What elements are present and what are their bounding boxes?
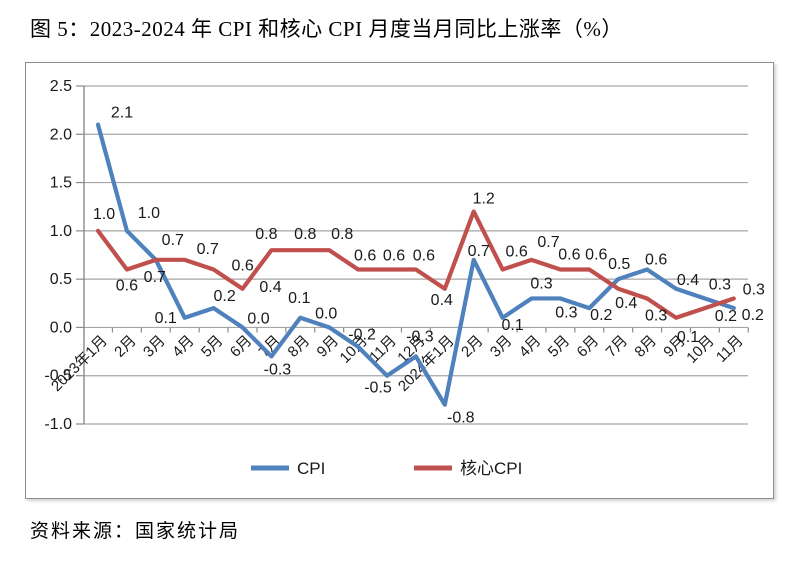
- data-label: 0.3: [743, 281, 765, 298]
- data-label: 0.6: [354, 247, 376, 264]
- data-labels-core-cpi: 1.00.60.70.70.60.40.8 0.8 0.80.6 0.6 0.60.41…: [93, 191, 765, 346]
- y-tick-label: -0.5: [44, 368, 72, 385]
- data-label: 0.1: [677, 329, 699, 346]
- x-tick-label: 2月: [458, 332, 487, 361]
- data-label: 2.1: [111, 105, 133, 122]
- legend-label-cpi: CPI: [297, 459, 325, 478]
- x-tick-label: 2023年1月: [48, 332, 111, 395]
- data-label: -0.8: [447, 410, 475, 427]
- data-label: -0.3: [406, 328, 434, 345]
- x-axis-ticks: [111, 327, 749, 333]
- data-label: 0.6: [558, 246, 580, 263]
- data-label: 0.7: [468, 243, 490, 260]
- data-label: 0.1: [288, 290, 310, 307]
- data-label: 0.2: [715, 308, 737, 325]
- data-label: 0.4: [677, 272, 699, 289]
- data-label: 0.3: [530, 275, 552, 292]
- data-label: 0.8: [331, 226, 353, 243]
- x-tick-label: 2月: [111, 332, 140, 361]
- data-label: 0.6: [413, 247, 435, 264]
- data-label: 0.7: [144, 269, 166, 286]
- x-tick-label: 3月: [487, 332, 516, 361]
- series-line-core-cpi: [95, 209, 736, 320]
- data-label: 0.6: [231, 257, 253, 274]
- x-tick-label: 6月: [574, 332, 603, 361]
- y-tick-label: -1.0: [44, 416, 72, 433]
- x-tick-label: 5月: [545, 332, 574, 361]
- data-label: 0.6: [116, 277, 138, 294]
- y-tick-label: 0.5: [50, 271, 72, 288]
- data-label: 0.4: [615, 295, 637, 312]
- data-label: 0.7: [162, 232, 184, 249]
- y-tick-label: 2.5: [50, 78, 72, 95]
- data-label: 0.8: [255, 226, 277, 243]
- series-line-cpi: [95, 122, 736, 407]
- data-label: 0.6: [505, 243, 527, 260]
- data-label: -0.3: [264, 361, 292, 378]
- x-tick-label: 4月: [169, 332, 198, 361]
- x-tick-label: 11月: [713, 332, 747, 366]
- data-label: 0.3: [645, 307, 667, 324]
- data-label: 0.2: [590, 307, 612, 324]
- y-tick-label: 1.0: [50, 223, 72, 240]
- data-label: -0.2: [348, 327, 376, 344]
- y-tick-label: 0.0: [50, 319, 72, 336]
- data-label: 0.2: [742, 307, 764, 324]
- data-label: 1.0: [138, 205, 160, 222]
- data-label: 0.7: [197, 241, 219, 258]
- x-tick-label: 8月: [631, 332, 660, 361]
- data-label: 1.0: [93, 206, 115, 223]
- data-label: 0.1: [501, 317, 523, 334]
- data-label: 0.6: [383, 247, 405, 264]
- data-label: 0.0: [315, 305, 337, 322]
- x-tick-label: 3月: [140, 332, 169, 361]
- data-label: 0.4: [431, 292, 453, 309]
- legend: CPI 核心CPI: [251, 459, 522, 478]
- gridlines: [76, 85, 748, 425]
- data-label: 0.2: [213, 288, 235, 305]
- data-label: 1.2: [473, 191, 495, 208]
- data-label: 0.3: [709, 276, 731, 293]
- data-label: 0.8: [294, 226, 316, 243]
- data-label: 0.4: [259, 279, 281, 296]
- figure-title: 图 5：2023-2024 年 CPI 和核心 CPI 月度当月同比上涨率（%）: [30, 17, 623, 41]
- data-label: 0.5: [608, 256, 630, 273]
- legend-label-core-cpi: 核心CPI: [460, 459, 522, 478]
- source-note: 资料来源：国家统计局: [30, 521, 241, 542]
- data-label: 0.7: [537, 234, 559, 251]
- data-label: 0.6: [645, 251, 667, 268]
- x-tick-label: 5月: [198, 332, 227, 361]
- chart-frame: 2.5 2.0 1.5 1.0 0.5 0.0 -0.5 -1.0 2023年1月 2月 3月 4月 5…: [25, 62, 774, 499]
- y-tick-labels: 2.5 2.0 1.5 1.0 0.5 0.0 -0.5 -1.0: [44, 78, 72, 433]
- data-label: 0.1: [155, 310, 177, 327]
- data-label: -0.5: [364, 380, 392, 397]
- data-labels-cpi: 2.11.00.70.10.20.0-0.30.10.0-0.2-0.5-0.3…: [111, 105, 764, 427]
- data-label: 0.6: [585, 246, 607, 263]
- x-tick-label: 7月: [603, 332, 632, 361]
- data-label: 0.0: [247, 310, 269, 327]
- data-label: 0.3: [555, 304, 577, 321]
- x-tick-label: 4月: [516, 332, 545, 361]
- y-tick-label: 1.5: [50, 175, 72, 192]
- y-tick-label: 2.0: [50, 126, 72, 143]
